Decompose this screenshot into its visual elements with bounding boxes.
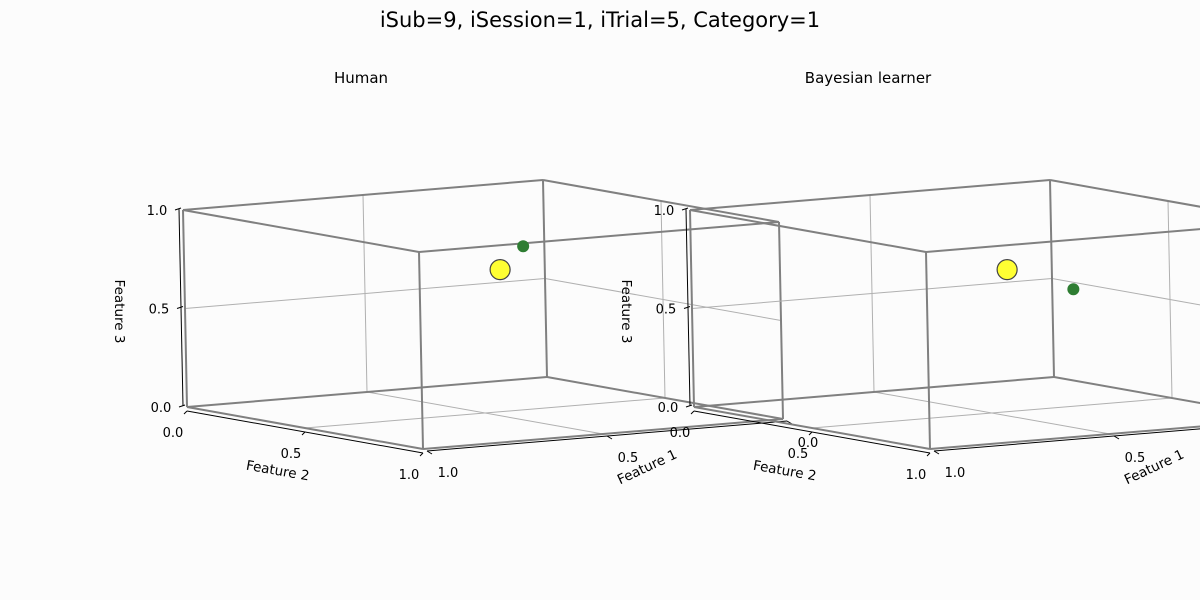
- response-marker: [1067, 283, 1080, 296]
- panel-title: Bayesian learner: [805, 69, 932, 87]
- gridline: [869, 194, 875, 393]
- gridline: [873, 391, 1111, 435]
- z-tick-label: 1.0: [654, 204, 675, 219]
- x-tick: [933, 450, 940, 455]
- cube-edge: [422, 418, 784, 450]
- z-tick: [683, 306, 691, 309]
- z-tick: [174, 207, 182, 211]
- y-tick: [808, 431, 813, 436]
- z-tick-label: 0.0: [151, 401, 172, 416]
- z-axis-label: Feature 3: [618, 280, 634, 344]
- y-tick-label: 0.0: [163, 426, 184, 441]
- cube-edge: [186, 376, 548, 408]
- cube-edge: [1053, 376, 1200, 404]
- figure-title: iSub=9, iSession=1, iTrial=5, Category=1: [379, 8, 821, 32]
- y-tick-label: 0.0: [670, 426, 691, 441]
- cube-edge: [689, 209, 695, 408]
- cube-edge: [1049, 179, 1200, 208]
- z-tick-label: 0.5: [656, 303, 677, 318]
- x-tick-label: 1.0: [945, 466, 966, 481]
- cube-edge: [542, 179, 780, 223]
- x-tick-label: 0.0: [798, 436, 819, 451]
- gridline: [362, 194, 368, 393]
- gridline: [366, 391, 604, 435]
- panel-human: Human0.00.51.00.00.51.00.00.51.0Feature …: [111, 69, 818, 488]
- z-tick-label: 1.0: [147, 204, 168, 219]
- cube-edge: [546, 376, 784, 420]
- cube-edge: [418, 251, 424, 450]
- gridline: [660, 200, 666, 399]
- cube-edge: [186, 406, 424, 450]
- cube-edge: [182, 209, 188, 408]
- axis-pane: [693, 376, 1200, 450]
- cube-edge: [1049, 179, 1055, 378]
- y-tick: [419, 452, 424, 457]
- z-tick: [685, 404, 693, 408]
- cube-edge: [925, 228, 1200, 253]
- prototype-marker: [489, 259, 511, 281]
- x-tick-label: 0.5: [618, 451, 639, 466]
- x-axis-line: [933, 428, 1200, 452]
- cube-edge: [182, 179, 544, 211]
- panel-title: Human: [334, 69, 388, 87]
- z-tick: [681, 207, 689, 211]
- x-tick: [606, 435, 613, 440]
- response-marker: [517, 240, 530, 253]
- cube-edge: [925, 251, 931, 450]
- cube-edge: [418, 221, 780, 253]
- y-tick-label: 1.0: [399, 468, 420, 483]
- x-tick-label: 0.5: [1125, 451, 1146, 466]
- cube-edge: [778, 221, 784, 420]
- y-tick-label: 0.5: [281, 447, 302, 462]
- y-tick: [690, 410, 695, 415]
- x-tick: [426, 450, 433, 455]
- y-tick: [926, 452, 931, 457]
- cube-edge: [929, 425, 1200, 450]
- z-tick-label: 0.0: [658, 401, 679, 416]
- x-tick-label: 1.0: [438, 466, 459, 481]
- x-tick: [1113, 435, 1120, 440]
- cube-edge: [542, 179, 548, 378]
- cube-edge: [693, 406, 931, 450]
- cube-edge: [689, 179, 1051, 211]
- z-tick: [178, 404, 186, 408]
- cube-edge: [689, 209, 927, 253]
- z-axis-label: Feature 3: [111, 280, 127, 344]
- cube-edge: [182, 209, 420, 253]
- y-tick: [183, 410, 188, 415]
- gridline: [1167, 200, 1173, 399]
- y-tick-label: 1.0: [906, 468, 927, 483]
- prototype-marker: [996, 259, 1018, 281]
- cube-edge: [693, 376, 1055, 408]
- y-tick: [301, 431, 306, 436]
- z-tick: [176, 306, 184, 309]
- z-tick-label: 0.5: [149, 303, 170, 318]
- axis-pane: [1049, 179, 1200, 404]
- y-tick-label: 0.5: [788, 447, 809, 462]
